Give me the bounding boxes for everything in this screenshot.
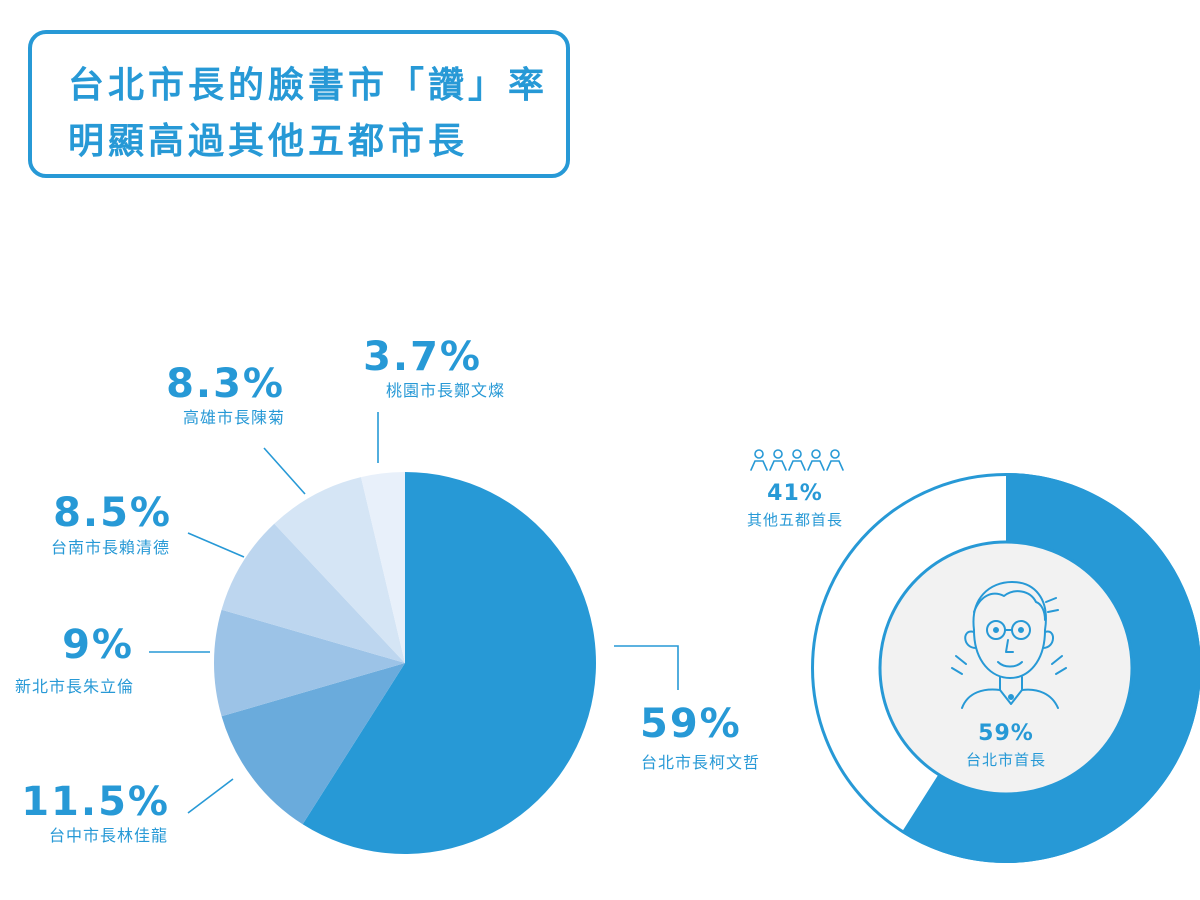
mayor-portrait-icon xyxy=(951,581,1067,709)
slice-percent-label-2: 11.5% xyxy=(21,779,170,825)
donut-label-others: 其他五都首長 xyxy=(747,511,843,529)
slice-percent-label-1: 59% xyxy=(640,701,742,747)
leader-line-5 xyxy=(263,447,306,495)
donut-percent-others: 41% xyxy=(767,481,823,506)
donut-center xyxy=(878,540,1134,796)
pie-slice-5 xyxy=(274,477,405,663)
pie-slice-6 xyxy=(360,472,405,663)
pie-slice-3 xyxy=(214,609,405,717)
leader-line-2 xyxy=(187,778,234,814)
chart-title-line-1: 台北市長的臉書市「讚」率 xyxy=(68,65,549,106)
slice-name-label-4: 台南市長賴清德 xyxy=(51,538,170,557)
slice-percent-label-3: 9% xyxy=(62,622,134,668)
slice-percent-label-4: 8.5% xyxy=(53,490,172,536)
donut-segment-taipei xyxy=(901,473,1200,863)
pie-slice-4 xyxy=(221,523,405,663)
slice-name-label-6: 桃園市長鄭文燦 xyxy=(386,381,505,400)
donut-percent-taipei: 59% xyxy=(978,721,1034,746)
slice-name-label-1: 台北市長柯文哲 xyxy=(641,753,760,772)
leader-line-1 xyxy=(614,645,679,690)
slice-name-label-3: 新北市長朱立倫 xyxy=(15,677,134,696)
people-icon xyxy=(750,449,844,471)
slice-name-label-2: 台中市長林佳龍 xyxy=(49,826,168,845)
leader-line-4 xyxy=(187,532,245,558)
slice-percent-label-6: 3.7% xyxy=(363,334,482,380)
title-box: 台北市長的臉書市「讚」率 明顯高過其他五都市長 xyxy=(28,30,570,178)
slice-name-label-5: 高雄市長陳菊 xyxy=(183,408,285,427)
slice-percent-label-5: 8.3% xyxy=(166,361,285,407)
pie-slice-1 xyxy=(302,472,597,855)
donut-label-taipei: 台北市首長 xyxy=(966,751,1046,769)
pie-slice-2 xyxy=(221,663,405,825)
chart-title-line-2: 明顯高過其他五都市長 xyxy=(68,121,469,162)
